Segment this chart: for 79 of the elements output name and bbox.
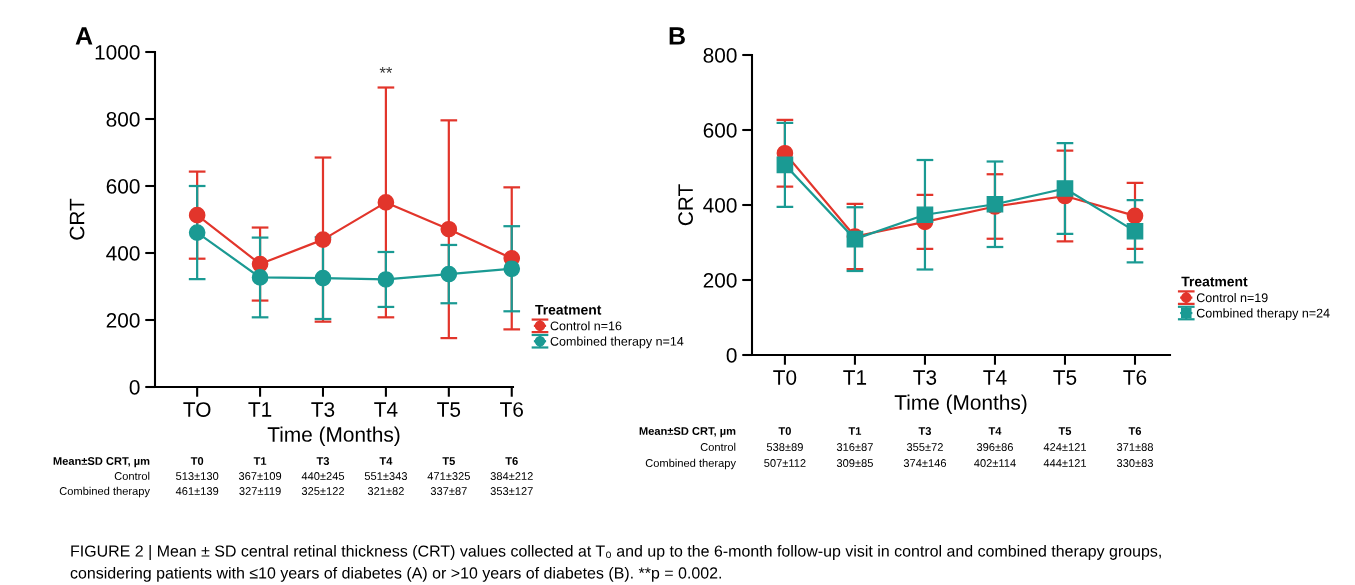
x-tick-label: T3: [311, 402, 335, 417]
x-tick-label: T5: [437, 402, 461, 417]
x-tick-label: T6: [500, 402, 523, 417]
x-tick-label: T0: [773, 370, 797, 385]
legend-label: Control n=19: [1196, 292, 1268, 303]
chart-title: B: [669, 27, 685, 45]
y-axis-title: CRT: [69, 198, 85, 240]
x-tick-label: TO: [183, 402, 211, 417]
text: Control: [114, 471, 150, 480]
data-label: 371±88: [1116, 443, 1154, 451]
text: Combined therapy: [645, 458, 736, 470]
y-tick-label: 200: [106, 313, 140, 328]
text: T0: [190, 457, 204, 465]
y-tick-label: 0: [129, 380, 140, 395]
legend-title: Treatment: [1181, 276, 1248, 287]
y-axis-title: CRT: [678, 184, 693, 226]
y-tick-label: 400: [703, 198, 737, 213]
data-label: 367±109: [238, 472, 282, 480]
data-label: 316±87: [836, 443, 873, 451]
y-tick-label: 400: [106, 246, 140, 261]
data-label: 355±72: [906, 443, 943, 451]
text: T5: [1058, 427, 1072, 435]
data-label: 325±122: [301, 487, 345, 495]
text: T4: [988, 427, 1002, 435]
y-tick-label: 600: [106, 179, 140, 194]
text: T6: [505, 457, 518, 465]
x-tick-label: T5: [1053, 370, 1077, 385]
text: T1: [253, 457, 267, 465]
text: T5: [442, 457, 455, 465]
data-label: 374±146: [903, 459, 947, 467]
legend-label: Control n=16: [550, 321, 622, 331]
data-label: 327±119: [239, 487, 281, 495]
legend-title: Treatment: [535, 304, 602, 315]
text: Control: [700, 442, 736, 451]
y-tick-label: 800: [703, 48, 737, 63]
data-label: 384±212: [490, 472, 533, 480]
text: T1: [848, 427, 862, 435]
y-tick-label: 1000: [95, 45, 140, 60]
x-tick-label: T4: [983, 370, 1007, 385]
data-label: 309±85: [836, 459, 873, 467]
data-label: 402±114: [974, 459, 1016, 467]
y-tick-label: 600: [703, 123, 737, 138]
text: T3: [316, 457, 330, 465]
text: T3: [918, 427, 932, 435]
data-label: 330±83: [1116, 459, 1153, 467]
data-label: 440±245: [301, 472, 345, 480]
text: Combined therapy: [59, 486, 150, 498]
text: Mean±SD CRT, µm: [53, 457, 150, 468]
chart-title: A: [75, 27, 93, 45]
x-axis-title: Time (Months): [267, 426, 400, 446]
data-label: 396±86: [976, 443, 1013, 451]
caption: FIGURE 2 | Mean ± SD central retinal thickness (CRT) values collected at T₀ and up to the 6-month follow-up visit in control and combined therapy groups, considering patients with ≤10 years of diabetes (A) or >10 years of diabetes (B). **p = 0.002.: [70, 545, 1161, 582]
y-tick-label: 200: [703, 273, 737, 288]
x-tick-label: T1: [843, 370, 867, 385]
text: T4: [379, 457, 393, 465]
legend-label: Combined therapy n=14: [550, 336, 684, 349]
x-tick-label: T6: [1123, 370, 1147, 385]
data-label: 471±325: [427, 472, 470, 480]
text: T6: [1128, 427, 1142, 435]
data-label: 424±121: [1043, 443, 1087, 451]
y-tick-label: 800: [106, 112, 140, 127]
x-tick-label: T4: [374, 402, 398, 417]
data-label: 513±130: [176, 472, 219, 480]
text: T0: [778, 427, 791, 435]
data-label: 551±343: [364, 472, 408, 480]
annotation: **: [379, 67, 393, 73]
data-label: 321±82: [367, 487, 404, 495]
y-tick-label: 0: [726, 348, 737, 363]
data-label: 507±112: [764, 459, 806, 467]
text: Mean±SD CRT, µm: [639, 427, 736, 438]
data-label: 538±89: [766, 443, 803, 451]
data-label: 337±87: [430, 487, 467, 495]
x-tick-label: T1: [248, 402, 272, 417]
data-label: 353±127: [490, 487, 533, 495]
data-label: 461±139: [175, 487, 219, 495]
data-label: 444±121: [1043, 459, 1087, 467]
x-tick-label: T3: [913, 370, 937, 385]
legend-label: Combined therapy n=24: [1196, 308, 1330, 320]
x-axis-title: Time (Months): [894, 394, 1027, 414]
